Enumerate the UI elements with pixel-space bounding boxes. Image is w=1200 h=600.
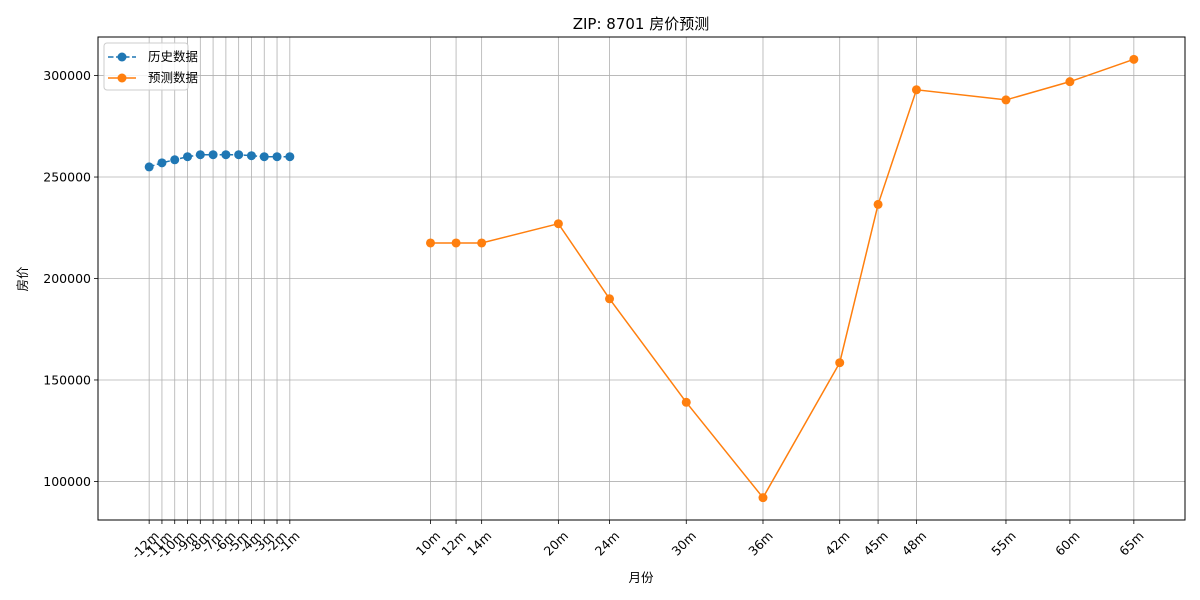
y-axis: 100000 150000 200000 250000 300000	[43, 68, 98, 489]
series-0	[144, 150, 295, 172]
data-point	[681, 397, 691, 407]
x-tick-label: 48m	[899, 528, 929, 558]
data-point	[246, 151, 256, 161]
y-tick-label: 100000	[43, 474, 91, 489]
data-point	[605, 294, 615, 304]
x-tick-label: 60m	[1052, 528, 1082, 558]
x-tick-label: 10m	[413, 528, 443, 558]
data-point	[835, 358, 845, 368]
y-tick-label: 200000	[43, 271, 91, 286]
data-point	[144, 162, 154, 172]
legend-label-historical: 历史数据	[148, 49, 198, 64]
data-point	[477, 238, 487, 248]
y-tick-label: 150000	[43, 372, 91, 387]
x-tick-label: 14m	[464, 528, 494, 558]
legend: 历史数据 预测数据	[103, 42, 198, 91]
x-axis: -12m-11m-10m-9m-8m-7m-6m-5m-4m-3m-2m-1m 1…	[128, 520, 1147, 562]
data-point	[208, 150, 218, 160]
x-tick-label: 45m	[860, 528, 890, 558]
y-tick-label: 250000	[43, 170, 91, 185]
y-tick-label: 300000	[43, 68, 91, 83]
legend-marker-forecast	[117, 73, 127, 83]
data-point	[170, 155, 180, 165]
x-axis-title: 月份	[628, 570, 654, 585]
x-tick-label: 12m	[438, 528, 468, 558]
data-point	[221, 150, 231, 160]
x-tick-label: 55m	[988, 528, 1018, 558]
data-point	[1129, 54, 1139, 64]
data-point	[911, 85, 921, 95]
data-point	[272, 152, 282, 162]
x-tick-label: 20m	[541, 528, 571, 558]
x-tick-label: 65m	[1116, 528, 1146, 558]
y-axis-title: 房价	[15, 266, 30, 292]
chart-title: ZIP: 8701 房价预测	[573, 15, 710, 33]
x-tick-label: 36m	[745, 528, 775, 558]
data-point	[234, 150, 244, 160]
data-point	[195, 150, 205, 160]
data-point	[758, 493, 768, 503]
grid-lines	[98, 37, 1185, 520]
data-point	[425, 238, 435, 248]
data-point	[451, 238, 461, 248]
data-point	[259, 152, 269, 162]
data-point	[285, 152, 295, 162]
x-tick-label: 30m	[669, 528, 699, 558]
series-1	[425, 54, 1139, 503]
legend-label-forecast: 预测数据	[148, 70, 198, 85]
data-point	[157, 158, 167, 168]
legend-marker-historical	[117, 52, 127, 62]
data-point	[183, 152, 193, 162]
data-point	[1001, 95, 1011, 105]
data-point	[873, 199, 883, 209]
x-tick-label: 24m	[592, 528, 622, 558]
data-point	[553, 219, 563, 229]
x-tick-label: 42m	[822, 528, 852, 558]
series-layer	[144, 54, 1139, 503]
data-point	[1065, 77, 1075, 87]
